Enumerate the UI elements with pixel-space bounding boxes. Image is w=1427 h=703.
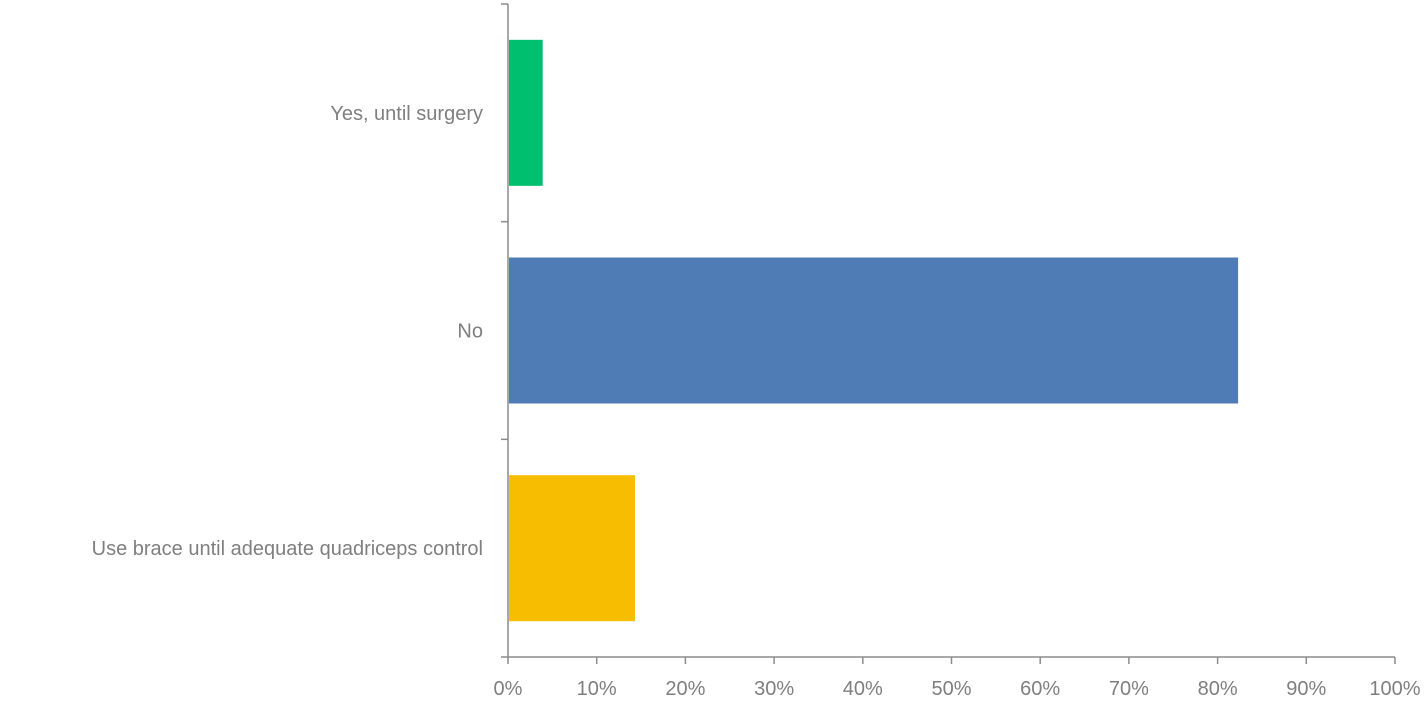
x-tick-label: 20% bbox=[665, 678, 705, 700]
x-tick-label: 0% bbox=[494, 678, 523, 700]
x-tick-label: 30% bbox=[754, 678, 794, 700]
x-tick-label: 70% bbox=[1109, 678, 1149, 700]
chart-axes bbox=[501, 3, 1396, 664]
category-label: Yes, until surgery bbox=[330, 103, 483, 125]
bar bbox=[509, 257, 1239, 404]
chart-bars bbox=[509, 39, 1239, 622]
x-tick-label: 60% bbox=[1020, 678, 1060, 700]
x-tick-label: 100% bbox=[1369, 678, 1420, 700]
x-tick-label: 90% bbox=[1286, 678, 1326, 700]
bar bbox=[509, 475, 635, 622]
category-label: Use brace until adequate quadriceps cont… bbox=[92, 538, 483, 560]
category-label: No bbox=[457, 321, 483, 343]
x-tick-label: 10% bbox=[577, 678, 617, 700]
bar bbox=[509, 39, 543, 186]
x-tick-label: 50% bbox=[931, 678, 971, 700]
x-tick-labels: 0% 10% 20% 30% 40% 50% 60% 70% 80% 90% 100% bbox=[494, 678, 1421, 700]
x-tick-label: 40% bbox=[843, 678, 883, 700]
x-tick-label: 80% bbox=[1198, 678, 1238, 700]
category-labels: Yes, until surgery No Use brace until adeq… bbox=[92, 103, 483, 560]
